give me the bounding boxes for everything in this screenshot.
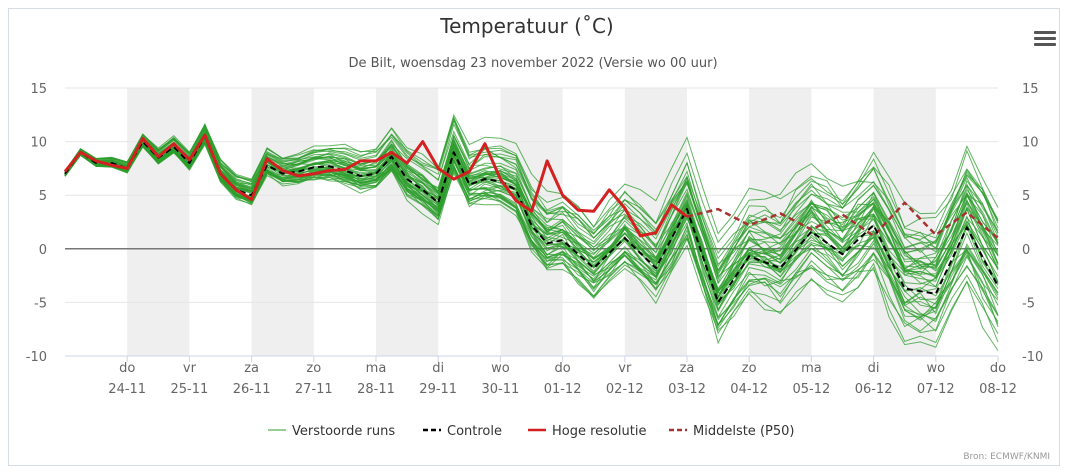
chart-container <box>8 8 1060 466</box>
hamburger-menu-icon[interactable] <box>1034 31 1056 49</box>
